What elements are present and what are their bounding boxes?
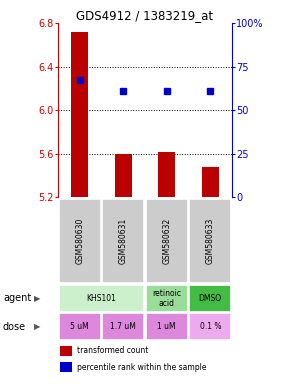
Bar [60, 346, 72, 356]
Bar [146, 199, 188, 283]
Text: GSM580630: GSM580630 [75, 218, 84, 264]
Bar [146, 285, 188, 312]
Text: dose: dose [3, 322, 26, 332]
Bar [71, 32, 88, 197]
Bar [115, 154, 131, 197]
Bar [158, 152, 175, 197]
Bar [189, 313, 231, 340]
Text: 0.1 %: 0.1 % [200, 322, 221, 331]
Text: 5 uM: 5 uM [70, 322, 89, 331]
Bar [202, 167, 219, 197]
Text: GSM580631: GSM580631 [119, 218, 128, 264]
Text: 1 uM: 1 uM [157, 322, 176, 331]
Text: GSM580632: GSM580632 [162, 218, 171, 264]
Text: 1.7 uM: 1.7 uM [110, 322, 136, 331]
Bar [146, 313, 188, 340]
Text: ▶: ▶ [35, 322, 41, 331]
Bar [59, 313, 101, 340]
Text: DMSO: DMSO [199, 294, 222, 303]
Text: agent: agent [3, 293, 31, 303]
Bar [102, 199, 144, 283]
Bar [59, 285, 144, 312]
Bar [59, 199, 101, 283]
Bar [102, 313, 144, 340]
Title: GDS4912 / 1383219_at: GDS4912 / 1383219_at [77, 9, 213, 22]
Bar [189, 285, 231, 312]
Text: KHS101: KHS101 [86, 294, 117, 303]
Text: GSM580633: GSM580633 [206, 218, 215, 264]
Bar [60, 362, 72, 372]
Text: percentile rank within the sample: percentile rank within the sample [77, 362, 207, 372]
Text: ▶: ▶ [35, 294, 41, 303]
Text: transformed count: transformed count [77, 346, 148, 355]
Text: retinoic
acid: retinoic acid [152, 289, 181, 308]
Bar [189, 199, 231, 283]
